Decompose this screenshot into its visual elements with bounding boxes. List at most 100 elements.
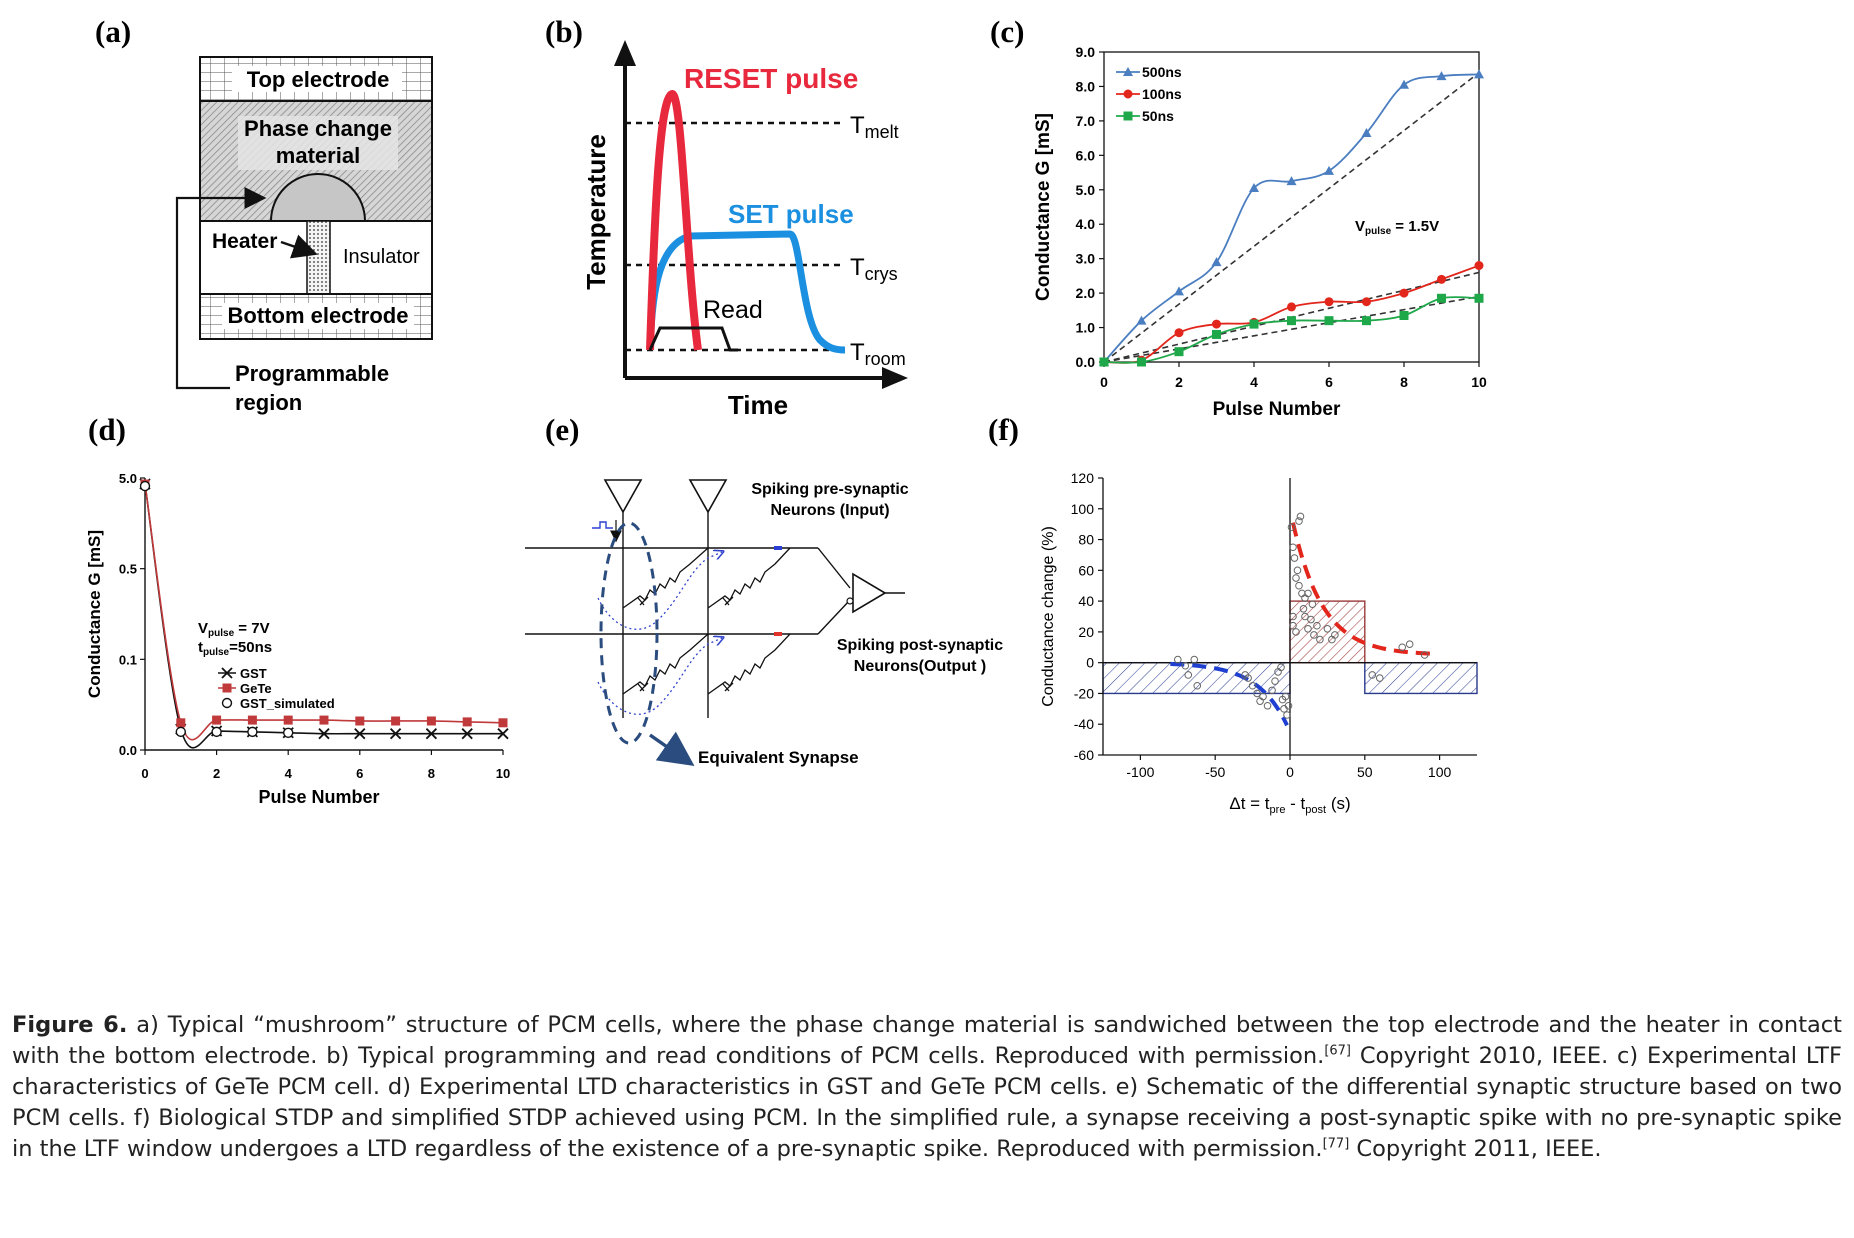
data-point bbox=[1190, 655, 1199, 664]
data-point-50ns bbox=[1287, 316, 1296, 326]
y-tick-label: 120 bbox=[1071, 470, 1095, 486]
time-axis-label: Time bbox=[728, 390, 788, 420]
data-point bbox=[1283, 711, 1291, 719]
data-point-100ns bbox=[1212, 319, 1221, 329]
y-tick-label: -40 bbox=[1074, 716, 1094, 732]
data-point bbox=[1253, 689, 1261, 698]
pre-synaptic-label-line1: Spiking pre-synaptic bbox=[751, 481, 908, 498]
data-point-GeTe bbox=[319, 715, 329, 725]
data-point-GST_simulated bbox=[175, 726, 187, 738]
x-tick-label: 0 bbox=[141, 766, 148, 781]
t-crys-label: Tcrys bbox=[850, 254, 898, 284]
legend-label: 50ns bbox=[1142, 108, 1174, 124]
pre-synaptic-label-line2: Neurons (Input) bbox=[770, 502, 889, 519]
figure-6: (a) Top electrode Phase change material … bbox=[85, 14, 1487, 816]
data-point-500ns bbox=[1436, 71, 1447, 81]
data-point-GeTe bbox=[426, 716, 436, 726]
data-point-50ns bbox=[1174, 347, 1184, 357]
data-point bbox=[1405, 640, 1414, 649]
data-point-500ns bbox=[1174, 286, 1184, 296]
data-point-GST_simulated bbox=[247, 726, 258, 738]
data-point bbox=[1296, 512, 1305, 521]
t-room-label: Troom bbox=[850, 339, 906, 369]
panel-a: (a) Top electrode Phase change material … bbox=[95, 14, 433, 415]
panel-f: (f) -60 -40 -20 0 20 40 60 80 100 120 -100 -50 0 50 10… bbox=[988, 412, 1478, 816]
caption-text-2: Copyright 2010, IEEE. c) Experimental LT… bbox=[12, 1043, 1842, 1162]
data-point bbox=[1331, 631, 1339, 639]
data-point bbox=[1308, 600, 1317, 608]
chart-c: 0.0 1.0 2.0 3.0 4.0 5.0 6.0 7.0 8.0 9.0 0 2 4 6 8 10 Pul… bbox=[1033, 44, 1487, 420]
chart-f: -60 -40 -20 0 20 40 60 80 100 120 -100 -50 0 50 100 Con… bbox=[1040, 470, 1478, 816]
x-tick-label: -50 bbox=[1205, 764, 1225, 780]
x-tick-label: 6 bbox=[356, 766, 363, 781]
data-point bbox=[1295, 581, 1303, 590]
data-point bbox=[1304, 625, 1312, 633]
data-point-GST bbox=[354, 728, 366, 740]
data-point-GST_simulated bbox=[211, 726, 222, 738]
top-electrode-label: Top electrode bbox=[247, 67, 390, 92]
fit-line bbox=[1103, 295, 1480, 363]
data-point-GeTe bbox=[283, 715, 293, 725]
data-point bbox=[1281, 692, 1290, 701]
data-point-GST bbox=[425, 728, 438, 740]
caption-text-1: a) Typical “mushroom” structure of PCM c… bbox=[12, 1012, 1843, 1069]
y-tick-label: 4.0 bbox=[1076, 216, 1096, 232]
data-point bbox=[1277, 663, 1285, 672]
caption-ref-77: [77] bbox=[1322, 1136, 1350, 1152]
fit-line bbox=[1103, 72, 1480, 363]
x-axis-label: Pulse Number bbox=[1213, 399, 1341, 420]
y-tick-label: 1.0 bbox=[1076, 320, 1096, 336]
y-tick-label: 3.0 bbox=[1076, 251, 1096, 267]
data-point-GST bbox=[318, 728, 330, 740]
equivalent-synapse-label: Equivalent Synapse bbox=[698, 748, 859, 767]
data-point bbox=[1271, 677, 1279, 685]
x-tick-label: 0 bbox=[1100, 374, 1108, 390]
x-tick-label: 8 bbox=[1400, 374, 1408, 390]
y-tick-label: 0.0 bbox=[1076, 354, 1096, 370]
y-tick-label: 40 bbox=[1078, 593, 1094, 609]
x-tick-label: 2 bbox=[1175, 374, 1183, 390]
y-tick-label: 20 bbox=[1078, 624, 1094, 640]
data-point bbox=[1316, 635, 1324, 644]
panel-f-label: (f) bbox=[988, 412, 1019, 447]
data-point bbox=[1295, 517, 1303, 525]
y-tick-label: 80 bbox=[1078, 532, 1094, 548]
x-tick-label: 4 bbox=[285, 766, 293, 781]
panel-e-label: (e) bbox=[545, 412, 579, 447]
panel-b: (b) Temperature Time Tmelt Tcrys Troom R… bbox=[545, 14, 908, 420]
equivalent-synapse-outline bbox=[599, 521, 659, 745]
x-tick-label: 4 bbox=[1250, 374, 1258, 390]
data-point-GeTe bbox=[247, 715, 257, 725]
data-point bbox=[1304, 589, 1312, 598]
read-label: Read bbox=[703, 296, 763, 324]
t-melt-label: Tmelt bbox=[850, 112, 899, 142]
data-point-GeTe bbox=[498, 718, 508, 728]
data-point-GeTe bbox=[355, 716, 365, 726]
x-tick-label: 100 bbox=[1428, 764, 1452, 780]
panel-a-label: (a) bbox=[95, 14, 131, 49]
y-tick-label: 7.0 bbox=[1076, 113, 1096, 129]
y-tick-label: 0.0 bbox=[119, 743, 137, 758]
y-axis-label: Conductance G [mS] bbox=[85, 530, 104, 698]
caption-figure-label: Figure 6. bbox=[12, 1012, 128, 1038]
x-tick-label: 10 bbox=[496, 766, 510, 781]
data-point-100ns bbox=[1474, 261, 1484, 271]
y-tick-label: 8.0 bbox=[1076, 78, 1096, 94]
programmable-label-line1: Programmable bbox=[235, 361, 389, 386]
y-tick-label: 5.0 bbox=[1076, 182, 1096, 198]
data-point-500ns bbox=[1361, 127, 1372, 137]
data-point bbox=[1323, 625, 1332, 633]
reset-pulse-label: RESET pulse bbox=[684, 63, 858, 94]
data-point-50ns bbox=[1324, 316, 1334, 326]
data-point-500ns bbox=[1474, 69, 1484, 79]
data-point-GST bbox=[461, 728, 473, 740]
differential-amplifier bbox=[852, 572, 887, 614]
x-tick-label: 6 bbox=[1325, 374, 1333, 390]
figure-caption: Figure 6. a) Typical “mushroom” structur… bbox=[12, 1010, 1842, 1165]
data-point-500ns bbox=[1136, 315, 1147, 325]
x-tick-label: 8 bbox=[428, 766, 435, 781]
data-point bbox=[1299, 605, 1308, 613]
data-point bbox=[1184, 671, 1193, 679]
input-spike bbox=[592, 521, 613, 529]
caption-ref-67: [67] bbox=[1324, 1043, 1351, 1059]
